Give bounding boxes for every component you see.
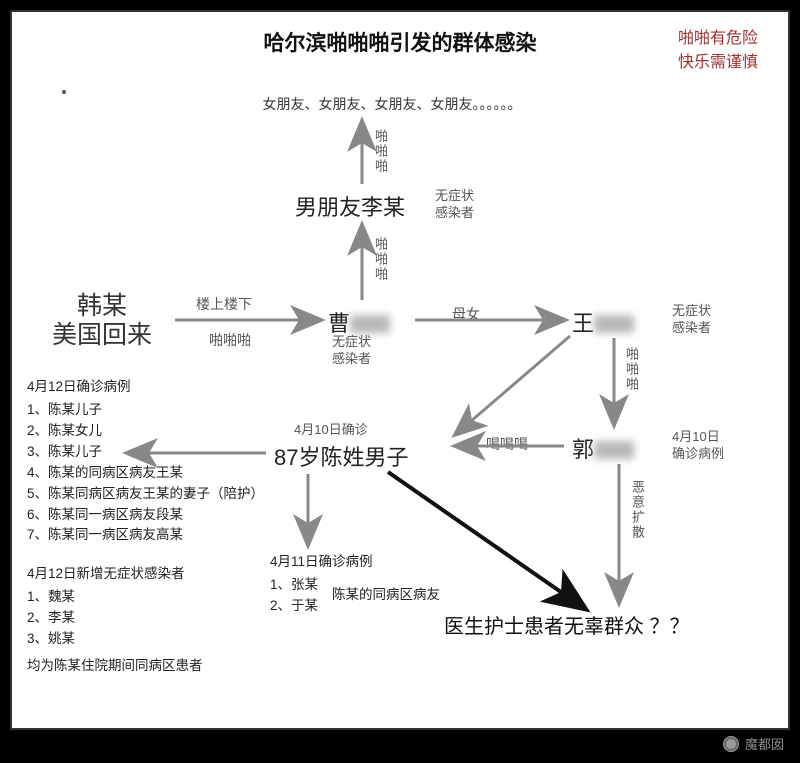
edge-guo-chen: 喝喝喝 [486,434,528,454]
edge-guo-bottom: 恶意扩散 [628,480,647,540]
edge-han-cao-2: 啪啪啪 [209,330,251,350]
diagram-canvas: 哈尔滨啪啪啪引发的群体感染 啪啪有危险 快乐需谨慎 女朋友、女朋友、女朋友、女朋… [12,12,788,728]
asymptomatic-list: 4月12日新增无症状感染者 1、魏某 2、李某 3、姚某 均为陈某住院期间同病区… [27,564,203,677]
node-victims: 医生护士患者无辜群众 ？？ [444,610,690,639]
diagram-title: 哈尔滨啪啪啪引发的群体感染 [264,27,537,57]
slogan-line-2: 快乐需谨慎 [678,51,758,75]
edge-han-cao-1: 楼上楼下 [196,294,252,314]
node-chen-sub: 4月10日确诊 [294,422,368,439]
node-han: 韩某 美国回来 [32,292,172,350]
diagram-frame: 哈尔滨啪啪啪引发的群体感染 啪啪有危险 快乐需谨慎 女朋友、女朋友、女朋友、女朋… [10,10,790,730]
apr11-list: 4月11日确诊病例 1、张某 2、于某 陈某的同病区病友 [270,552,440,617]
warning-slogan: 啪啪有危险 快乐需谨慎 [678,27,758,75]
node-wang-sub: 无症状 感染者 [672,303,711,337]
source-logo-icon [723,736,739,752]
stray-dot [62,90,66,94]
slogan-line-1: 啪啪有危险 [678,27,758,51]
edge-cao-wang: 母女 [452,304,480,324]
node-boyfriend-li: 男朋友李某 [295,190,405,222]
edge-wang-guo: 啪啪啪 [622,347,641,392]
edge-li-gf: 啪啪啪 [371,129,390,174]
confirmed-cases-list: 4月12日确诊病例 1、陈某儿子 2、陈某女儿 3、陈某儿子 4、陈某的同病区病… [27,377,264,546]
source-credit: 魔都囡 [723,734,784,753]
node-girlfriends: 女朋友、女朋友、女朋友、女朋友。。。。。。 [202,94,582,114]
node-li-sub: 无症状 感染者 [435,188,474,222]
node-guo-sub: 4月10日 确诊病例 [672,429,724,463]
node-chen: 87岁陈姓男子 [274,440,408,472]
node-guo: 郭 [572,432,634,464]
node-cao-sub: 无症状 感染者 [332,334,371,368]
edge-cao-li: 啪啪啪 [371,237,390,282]
node-wang: 王 [572,306,634,338]
